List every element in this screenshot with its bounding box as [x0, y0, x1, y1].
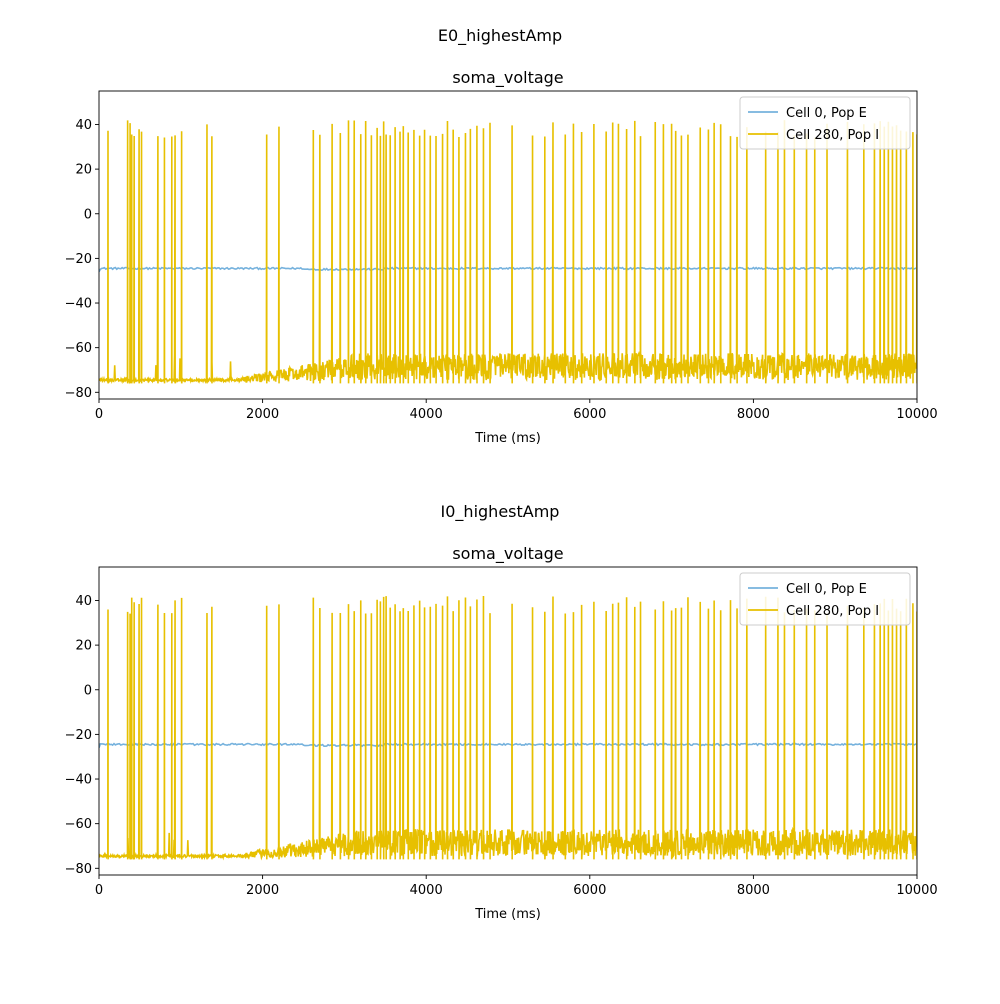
chart-title: soma_voltage	[452, 68, 563, 88]
x-tick-label: 10000	[896, 883, 937, 898]
x-tick-label: 0	[95, 883, 103, 898]
y-tick-label: 0	[84, 207, 92, 222]
y-tick-label: −20	[65, 728, 92, 743]
legend-label: Cell 0, Pop E	[786, 106, 867, 121]
y-tick-label: 20	[75, 639, 92, 654]
series-group	[99, 596, 917, 861]
x-axis-label: Time (ms)	[474, 907, 541, 922]
chart-panel-i0: I0_highestAmp soma_voltage Time (ms) 0 20…	[65, 502, 938, 922]
plot-area: 0 2000 4000 6000 8000 10000 −80 −60 −40 −20 0 20 40 C…	[65, 566, 938, 898]
series-line-cell-0-pop-e	[99, 742, 917, 749]
y-tick-label: −80	[65, 386, 92, 401]
series-line-cell-0-pop-e	[99, 266, 917, 273]
x-tick-label: 8000	[737, 407, 770, 422]
chart-panel-e0: E0_highestAmp soma_voltage Time (ms) 0 20…	[65, 26, 938, 446]
legend-label: Cell 280, Pop I	[786, 604, 879, 619]
y-tick-label: 0	[84, 683, 92, 698]
y-tick-label: −20	[65, 252, 92, 267]
series-line-cell-280-pop-i	[99, 596, 917, 861]
x-axis-label: Time (ms)	[474, 431, 541, 446]
legend: Cell 0, Pop E Cell 280, Pop I	[739, 572, 911, 626]
y-tick-label: −60	[65, 341, 92, 356]
legend-label: Cell 280, Pop I	[786, 128, 879, 143]
x-tick-label: 10000	[896, 407, 937, 422]
x-tick-label: 2000	[246, 883, 279, 898]
x-tick-label: 8000	[737, 883, 770, 898]
x-tick-label: 2000	[246, 407, 279, 422]
x-tick-label: 0	[95, 407, 103, 422]
series-line-cell-280-pop-i	[99, 120, 917, 385]
y-tick-label: −40	[65, 773, 92, 788]
plot-area: 0 2000 4000 6000 8000 10000 −80 −60 −40 −20 0 20 40 C…	[65, 90, 938, 422]
y-tick-label: 20	[75, 163, 92, 178]
x-tick-label: 4000	[410, 883, 443, 898]
legend-label: Cell 0, Pop E	[786, 582, 867, 597]
x-tick-label: 4000	[410, 407, 443, 422]
series-group	[99, 120, 917, 385]
y-tick-label: −80	[65, 862, 92, 877]
x-tick-label: 6000	[573, 883, 606, 898]
chart-title: soma_voltage	[452, 544, 563, 564]
x-tick-label: 6000	[573, 407, 606, 422]
figure-suptitle: E0_highestAmp	[438, 26, 562, 46]
legend-box	[739, 96, 911, 150]
axes-frame	[98, 90, 918, 400]
legend-box	[739, 572, 911, 626]
y-tick-label: 40	[75, 594, 92, 609]
legend: Cell 0, Pop E Cell 280, Pop I	[739, 96, 911, 150]
figure-suptitle: I0_highestAmp	[441, 502, 560, 522]
y-tick-label: 40	[75, 118, 92, 133]
y-tick-label: −40	[65, 297, 92, 312]
y-tick-label: −60	[65, 817, 92, 832]
axes-frame	[98, 566, 918, 876]
